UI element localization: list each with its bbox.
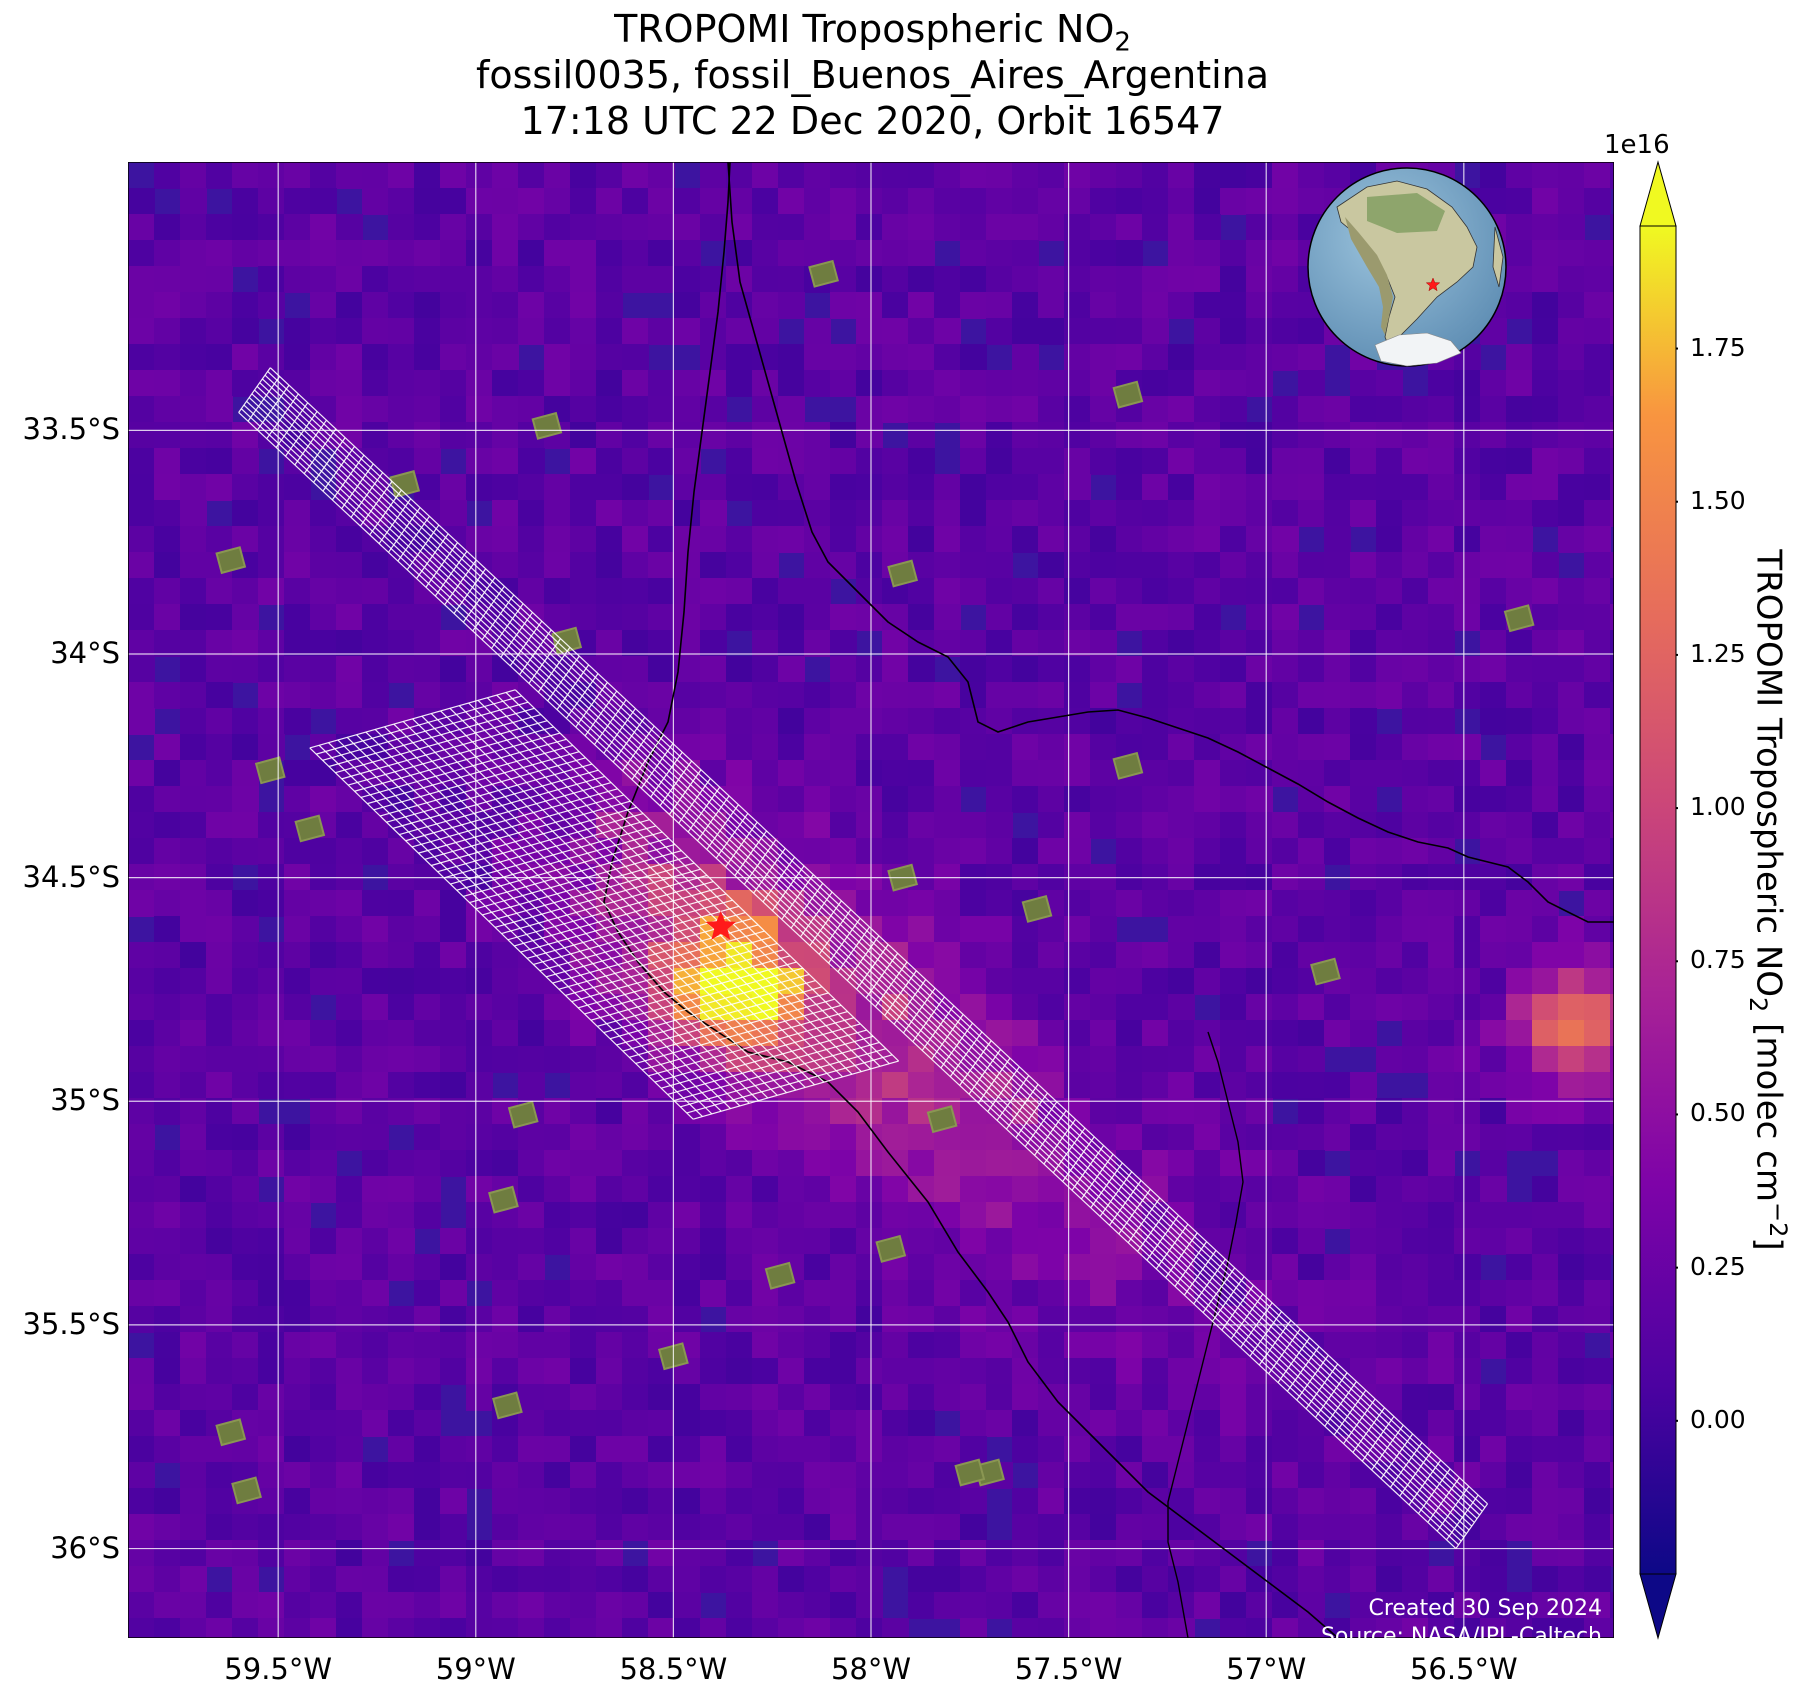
y-tick-label: 33.5°S	[22, 412, 120, 447]
colorbar-tick-label: 0.25	[1690, 1251, 1746, 1281]
colorbar	[1638, 160, 1678, 1640]
colorbar-label-subscript: 2	[1743, 997, 1772, 1013]
y-tick-label: 36°S	[50, 1530, 120, 1565]
colorbar-tick-label: 0.50	[1690, 1098, 1746, 1128]
x-tick-label: 57°W	[1226, 1652, 1307, 1686]
colorbar-label-superscript: −2	[1764, 1201, 1793, 1238]
chart-title-line1: TROPOMI Tropospheric NO2	[614, 7, 1131, 58]
chart-title-line2: fossil0035, fossil_Buenos_Aires_Argentin…	[475, 53, 1270, 97]
map-panel	[128, 162, 1614, 1638]
x-tick-label: 58°W	[830, 1652, 912, 1686]
coastline-uruguay	[727, 162, 1614, 923]
globe-inset	[1307, 167, 1507, 367]
colorbar-tick-label: 1.25	[1690, 638, 1746, 668]
globe-amazon	[1367, 193, 1445, 233]
y-tick-label: 35.5°S	[22, 1306, 120, 1341]
y-tick-label: 34.5°S	[22, 859, 120, 894]
colorbar-tick-label: 1.75	[1690, 332, 1746, 362]
swath-footprint-layer	[238, 367, 1489, 1549]
x-tick-label: 59°W	[435, 1652, 516, 1686]
chart-title-line3: 17:18 UTC 22 Dec 2020, Orbit 16547	[520, 99, 1225, 143]
colorbar-svg	[1639, 160, 1678, 1640]
colorbar-label: TROPOMI Tropospheric NO2 [molec cm−2]	[1743, 549, 1793, 1251]
colorbar-tick-label: 0.75	[1690, 945, 1746, 975]
globe-africa-edge	[1492, 226, 1504, 288]
footer-source: Source: NASA/JPL-Caltech	[1320, 1624, 1602, 1649]
colorbar-extend-min	[1639, 1573, 1677, 1640]
x-tick-label: 56.5°W	[1409, 1652, 1518, 1686]
x-tick-label: 58.5°W	[619, 1652, 728, 1686]
x-tick-label: 57.5°W	[1014, 1652, 1123, 1686]
globe-antarctica	[1374, 332, 1462, 367]
colorbar-gradient	[1639, 225, 1677, 1575]
map-canvas	[128, 162, 1614, 1638]
colorbar-tick-label: 0.00	[1690, 1404, 1746, 1434]
no2-pixel-layer	[128, 162, 1614, 1638]
colorbar-exponent: 1e16	[1604, 130, 1670, 160]
x-tick-label: 59.5°W	[224, 1652, 333, 1686]
site-star-marker	[705, 910, 736, 940]
globe-andes	[1345, 217, 1393, 335]
colorbar-tick-label: 1.50	[1690, 485, 1746, 515]
colorbar-tick-marks	[1676, 347, 1678, 1422]
y-tick-label: 34°S	[50, 636, 120, 670]
site-marker-layer	[705, 910, 736, 940]
globe-site-marker	[1425, 277, 1441, 292]
colorbar-tick-label: 1.00	[1690, 792, 1746, 822]
colorbar-extend-max	[1639, 160, 1677, 227]
title-subscript: 2	[1114, 27, 1131, 58]
gridlines	[128, 162, 1614, 1638]
footer-created: Created 30 Sep 2024	[1368, 1596, 1603, 1621]
y-tick-label: 35°S	[50, 1083, 120, 1118]
